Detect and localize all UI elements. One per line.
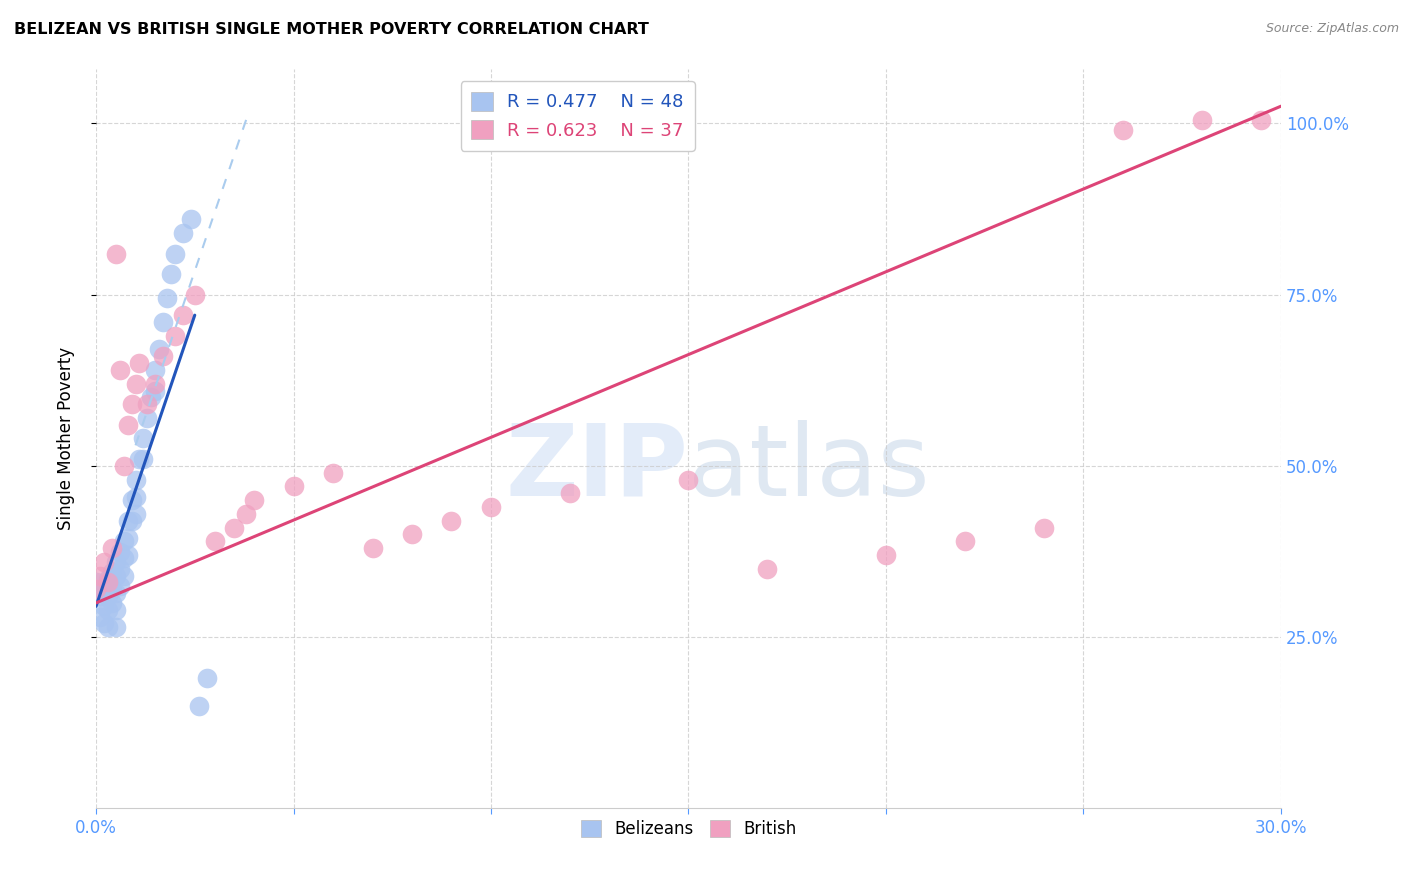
- Point: [124, 376, 146, 391]
- Point: [84, 575, 107, 590]
- Point: [132, 432, 155, 446]
- Point: [108, 562, 131, 576]
- Point: [97, 589, 120, 603]
- Point: [124, 507, 146, 521]
- Point: [101, 565, 124, 579]
- Point: [104, 603, 127, 617]
- Point: [235, 507, 257, 521]
- Legend: Belizeans, British: Belizeans, British: [574, 813, 803, 845]
- Point: [224, 520, 246, 534]
- Point: [89, 609, 111, 624]
- Point: [101, 596, 124, 610]
- Point: [136, 411, 159, 425]
- Point: [93, 555, 115, 569]
- Point: [97, 603, 120, 617]
- Point: [163, 328, 186, 343]
- Point: [104, 568, 127, 582]
- Point: [361, 541, 384, 555]
- Point: [104, 585, 127, 599]
- Point: [89, 589, 111, 603]
- Text: atlas: atlas: [689, 419, 931, 516]
- Point: [93, 582, 115, 597]
- Point: [101, 541, 124, 555]
- Point: [117, 531, 139, 545]
- Point: [101, 582, 124, 597]
- Text: Source: ZipAtlas.com: Source: ZipAtlas.com: [1265, 22, 1399, 36]
- Point: [84, 582, 107, 597]
- Point: [128, 452, 150, 467]
- Point: [104, 246, 127, 260]
- Point: [322, 466, 344, 480]
- Point: [117, 548, 139, 562]
- Point: [143, 363, 166, 377]
- Point: [97, 575, 120, 590]
- Point: [121, 493, 143, 508]
- Point: [148, 343, 170, 357]
- Point: [1033, 520, 1056, 534]
- Point: [479, 500, 502, 514]
- Point: [112, 458, 135, 473]
- Point: [93, 616, 115, 631]
- Point: [558, 486, 581, 500]
- Point: [152, 349, 174, 363]
- Point: [143, 384, 166, 398]
- Point: [184, 287, 207, 301]
- Point: [172, 226, 194, 240]
- Point: [243, 493, 266, 508]
- Text: ZIP: ZIP: [506, 419, 689, 516]
- Point: [128, 356, 150, 370]
- Point: [104, 555, 127, 569]
- Point: [132, 452, 155, 467]
- Point: [112, 568, 135, 582]
- Point: [108, 579, 131, 593]
- Point: [108, 544, 131, 558]
- Point: [136, 397, 159, 411]
- Point: [204, 534, 226, 549]
- Text: BELIZEAN VS BRITISH SINGLE MOTHER POVERTY CORRELATION CHART: BELIZEAN VS BRITISH SINGLE MOTHER POVERT…: [14, 22, 650, 37]
- Point: [160, 267, 183, 281]
- Point: [112, 534, 135, 549]
- Point: [440, 514, 463, 528]
- Point: [93, 599, 115, 614]
- Y-axis label: Single Mother Poverty: Single Mother Poverty: [58, 347, 75, 530]
- Point: [195, 671, 218, 685]
- Point: [163, 246, 186, 260]
- Point: [117, 417, 139, 432]
- Point: [1250, 112, 1272, 127]
- Point: [108, 363, 131, 377]
- Point: [678, 473, 700, 487]
- Point: [89, 568, 111, 582]
- Point: [112, 551, 135, 566]
- Point: [143, 376, 166, 391]
- Point: [283, 479, 305, 493]
- Point: [117, 514, 139, 528]
- Point: [180, 212, 202, 227]
- Point: [1191, 112, 1213, 127]
- Point: [756, 562, 779, 576]
- Point: [141, 390, 163, 404]
- Point: [152, 315, 174, 329]
- Point: [1112, 123, 1135, 137]
- Point: [156, 291, 179, 305]
- Point: [401, 527, 423, 541]
- Point: [187, 698, 209, 713]
- Point: [124, 473, 146, 487]
- Point: [97, 572, 120, 586]
- Point: [121, 514, 143, 528]
- Point: [104, 620, 127, 634]
- Point: [97, 620, 120, 634]
- Point: [124, 490, 146, 504]
- Point: [121, 397, 143, 411]
- Point: [875, 548, 897, 562]
- Point: [172, 308, 194, 322]
- Point: [953, 534, 976, 549]
